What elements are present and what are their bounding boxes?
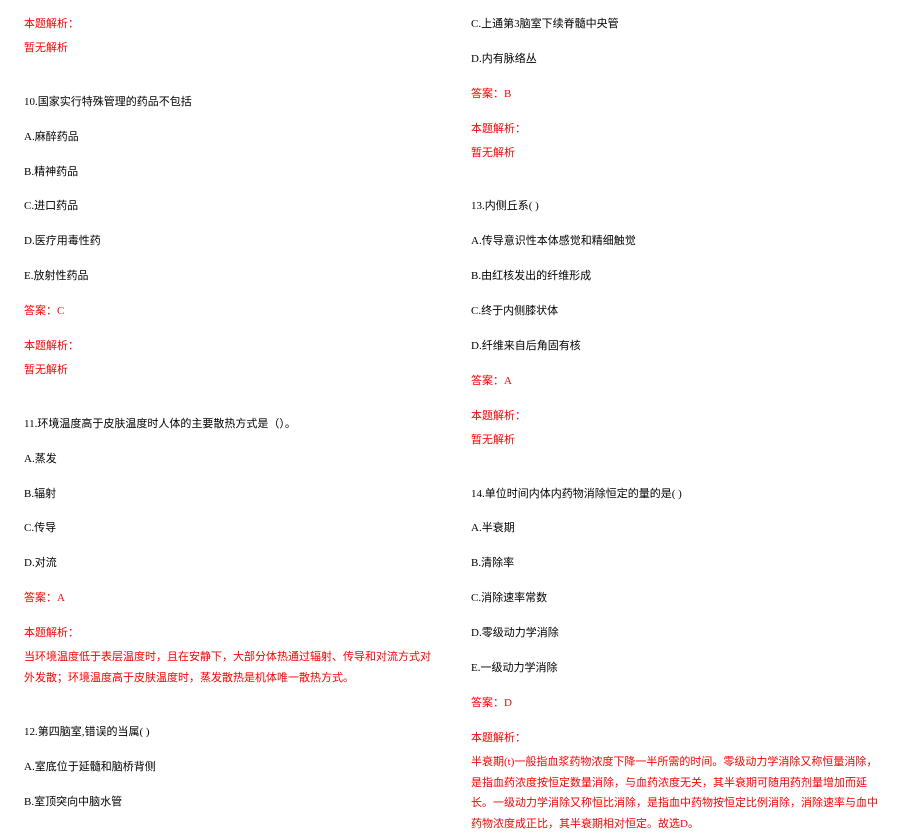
q10-analysis-text: 暂无解析 <box>24 360 435 381</box>
q12-option-d: D.内有脉络丛 <box>471 49 882 70</box>
q14-title: 14.单位时间内体内药物消除恒定的量的是( ) <box>471 484 882 505</box>
q10-option-b: B.精神药品 <box>24 162 435 183</box>
q13-title: 13.内侧丘系( ) <box>471 196 882 217</box>
q11-option-d: D.对流 <box>24 553 435 574</box>
q13-option-b: B.由红核发出的纤维形成 <box>471 266 882 287</box>
q11-analysis-text: 当环境温度低于表层温度时，且在安静下，大部分体热通过辐射、传导和对流方式对外发散… <box>24 647 435 689</box>
q10-title: 10.国家实行特殊管理的药品不包括 <box>24 92 435 113</box>
q14-option-d: D.零级动力学消除 <box>471 623 882 644</box>
q11-option-c: C.传导 <box>24 518 435 539</box>
q12-analysis-text: 暂无解析 <box>471 143 882 164</box>
q10-option-d: D.医疗用毒性药 <box>24 231 435 252</box>
q14-option-c: C.消除速率常数 <box>471 588 882 609</box>
left-column: 本题解析： 暂无解析 10.国家实行特殊管理的药品不包括 A.麻醉药品 B.精神… <box>24 14 435 838</box>
q14-analysis-label: 本题解析： <box>471 728 882 749</box>
q13-option-c: C.终于内侧膝状体 <box>471 301 882 322</box>
q10-option-c: C.进口药品 <box>24 196 435 217</box>
q9-analysis-label: 本题解析： <box>24 14 435 35</box>
q14-option-e: E.一级动力学消除 <box>471 658 882 679</box>
q11-analysis-label: 本题解析： <box>24 623 435 644</box>
q10-option-e: E.放射性药品 <box>24 266 435 287</box>
q11-option-a: A.蒸发 <box>24 449 435 470</box>
q13-analysis-label: 本题解析： <box>471 406 882 427</box>
q13-analysis-text: 暂无解析 <box>471 430 882 451</box>
q12-option-a: A.室底位于延髓和脑桥背侧 <box>24 757 435 778</box>
q10-option-a: A.麻醉药品 <box>24 127 435 148</box>
q12-option-b: B.室顶突向中脑水管 <box>24 792 435 813</box>
q14-analysis-text: 半衰期(t)一般指血浆药物浓度下降一半所需的时间。零级动力学消除又称恒量消除，是… <box>471 752 882 836</box>
q9-analysis-text: 暂无解析 <box>24 38 435 59</box>
q12-analysis-label: 本题解析： <box>471 119 882 140</box>
q14-option-b: B.清除率 <box>471 553 882 574</box>
q14-option-a: A.半衰期 <box>471 518 882 539</box>
q11-title: 11.环境温度高于皮肤温度时人体的主要散热方式是（）。 <box>24 414 435 435</box>
q13-answer: 答案：A <box>471 371 882 392</box>
q12-option-c: C.上通第3脑室下续脊髓中央管 <box>471 14 882 35</box>
q10-answer: 答案：C <box>24 301 435 322</box>
q13-option-a: A.传导意识性本体感觉和精细触觉 <box>471 231 882 252</box>
q14-answer: 答案：D <box>471 693 882 714</box>
q11-option-b: B.辐射 <box>24 484 435 505</box>
q12-title: 12.第四脑室,错误的当属( ) <box>24 722 435 743</box>
q11-answer: 答案：A <box>24 588 435 609</box>
q10-analysis-label: 本题解析： <box>24 336 435 357</box>
q12-answer: 答案：B <box>471 84 882 105</box>
right-column: C.上通第3脑室下续脊髓中央管 D.内有脉络丛 答案：B 本题解析： 暂无解析 … <box>471 14 882 838</box>
q13-option-d: D.纤维来自后角固有核 <box>471 336 882 357</box>
